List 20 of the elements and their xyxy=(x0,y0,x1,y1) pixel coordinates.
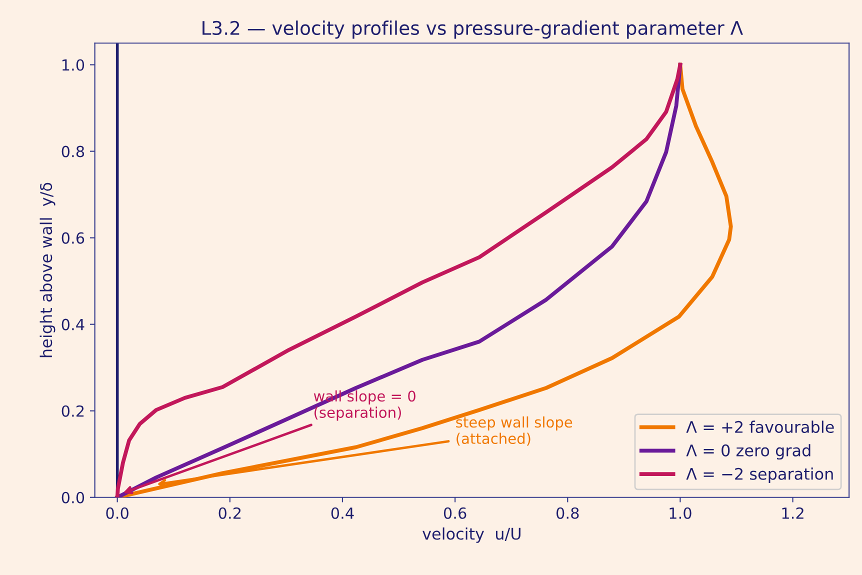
y-tick-label: 0.8 xyxy=(62,146,84,158)
legend-label: Λ = +2 favourable xyxy=(686,420,834,434)
legend-label: Λ = −2 separation xyxy=(686,468,833,483)
chart-title: L3.2 — velocity profiles vs pressure-gradient parameter Λ xyxy=(202,20,743,39)
x-tick-label: 0.4 xyxy=(331,507,354,519)
x-axis-title: velocity u/U xyxy=(422,527,520,543)
y-tick-label: 0.6 xyxy=(62,232,84,244)
y-tick-label: 1.0 xyxy=(62,59,84,71)
legend-label: Λ = 0 zero grad xyxy=(686,444,810,460)
y-axis-title: height above wall y/δ xyxy=(40,182,56,358)
x-tick-label: 0.6 xyxy=(444,507,466,519)
x-tick-label: 1.2 xyxy=(782,507,804,519)
y-tick-label: 0.0 xyxy=(62,492,84,504)
y-tick-label: 0.4 xyxy=(62,318,84,330)
x-tick-label: 0.8 xyxy=(556,507,579,519)
annotation: steep wall slope (attached) xyxy=(456,416,572,446)
x-tick-label: 0.0 xyxy=(106,507,128,519)
y-tick-label: 0.2 xyxy=(62,405,84,417)
x-tick-label: 1.0 xyxy=(670,507,692,519)
x-tick-label: 0.2 xyxy=(218,507,241,519)
